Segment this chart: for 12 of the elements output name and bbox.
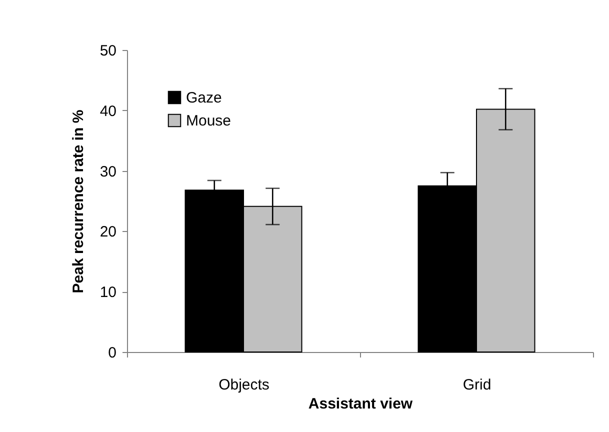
x-tick-label: Grid — [462, 376, 492, 394]
legend-label: Gaze — [186, 90, 222, 106]
y-tick-label: 0 — [108, 344, 116, 362]
y-tick-label: 50 — [100, 42, 116, 60]
y-axis-title: Peak recurrence rate in % — [70, 110, 87, 294]
legend-label: Mouse — [186, 112, 232, 130]
y-tick-label: 20 — [100, 224, 116, 241]
y-tick-label: 30 — [100, 163, 116, 180]
y-tick-label: 10 — [100, 284, 116, 302]
y-tick-label: 40 — [100, 102, 116, 120]
x-axis-title: Assistant view — [308, 396, 413, 412]
x-tick-label: Objects — [218, 376, 270, 394]
